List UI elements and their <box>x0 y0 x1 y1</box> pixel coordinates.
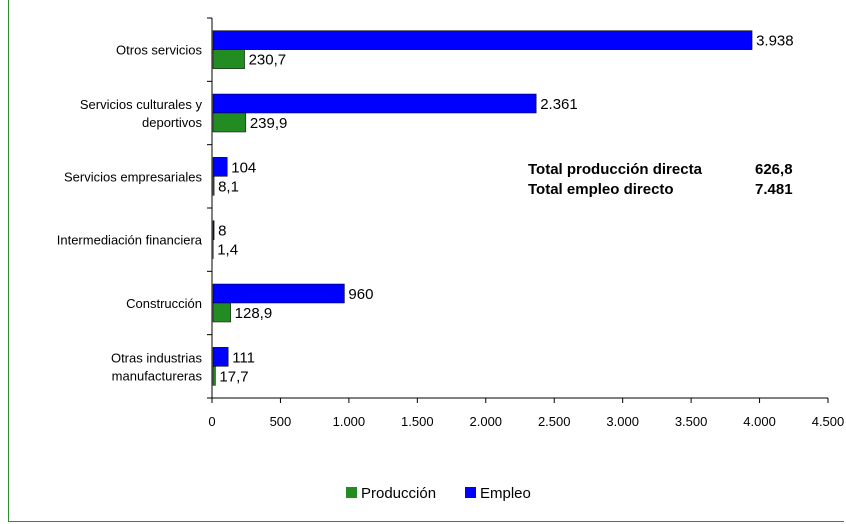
data-label-produccion: 128,9 <box>235 305 273 322</box>
bar-empleo <box>212 283 345 304</box>
category-label: Servicios empresariales <box>64 169 202 184</box>
x-tick-label: 0 <box>208 414 215 429</box>
data-label-produccion: 230,7 <box>249 52 287 69</box>
data-labels: 3.938 230,7 2.361 239,9 104 8,1 8 1,4 960 128,9 11… <box>217 33 793 386</box>
data-label-empleo: 3.938 <box>756 33 794 50</box>
data-label-produccion: 1,4 <box>217 242 238 259</box>
x-tick-label: 3.000 <box>606 414 639 429</box>
x-tick-label: 3.500 <box>675 414 708 429</box>
bar-empleo <box>212 347 229 367</box>
data-label-empleo: 2.361 <box>540 96 578 113</box>
totals-annotation: Total producción directa 626,8 Total emp… <box>528 161 793 198</box>
legend-swatch-empleo <box>465 487 476 498</box>
data-label-empleo: 960 <box>348 286 373 303</box>
total-production-label: Total producción directa <box>528 161 703 178</box>
bar-produccion <box>212 176 215 196</box>
bar-empleo <box>212 30 753 50</box>
bar-empleo <box>212 157 228 177</box>
legend-label-empleo: Empleo <box>480 485 531 502</box>
total-production-value: 626,8 <box>755 161 793 178</box>
bar-produccion <box>212 49 245 69</box>
total-employment-value: 7.481 <box>755 181 793 198</box>
legend: Producción Empleo <box>346 485 531 502</box>
category-label: Construcción <box>126 296 202 311</box>
data-label-empleo: 8 <box>218 223 226 240</box>
bars <box>212 30 753 386</box>
category-label: Otros servicios <box>116 43 202 58</box>
category-label: Servicios culturales y deportivos <box>80 97 203 130</box>
data-label-produccion: 239,9 <box>250 115 288 132</box>
category-label: Intermediación financiera <box>57 233 203 248</box>
x-tick-label: 500 <box>270 414 292 429</box>
x-tick-label: 1.500 <box>401 414 434 429</box>
bar-empleo <box>212 93 537 114</box>
legend-label-produccion: Producción <box>361 485 436 502</box>
data-label-produccion: 17,7 <box>219 368 248 385</box>
data-label-empleo: 104 <box>231 159 256 176</box>
x-axis-ticks: 0 500 1.000 1.500 2.000 2.500 3.000 3.500 4.000 4… <box>207 17 845 429</box>
data-label-produccion: 8,1 <box>218 178 239 195</box>
category-label: Otras industrias manufactureras <box>111 350 203 383</box>
x-tick-label: 4.500 <box>812 414 845 429</box>
total-employment-label: Total empleo directo <box>528 181 674 198</box>
bar-produccion <box>212 112 247 133</box>
legend-swatch-produccion <box>346 487 357 498</box>
x-tick-label: 1.000 <box>333 414 366 429</box>
bar-produccion <box>212 302 231 323</box>
x-tick-label: 4.000 <box>743 414 776 429</box>
x-tick-label: 2.500 <box>538 414 571 429</box>
chart-frame <box>8 0 844 522</box>
bar-empleo <box>212 220 215 240</box>
category-labels: Otros servicios Servicios culturales y dep… <box>57 43 203 384</box>
bar-produccion <box>212 366 216 386</box>
data-label-empleo: 111 <box>232 349 255 366</box>
x-tick-label: 2.000 <box>470 414 503 429</box>
